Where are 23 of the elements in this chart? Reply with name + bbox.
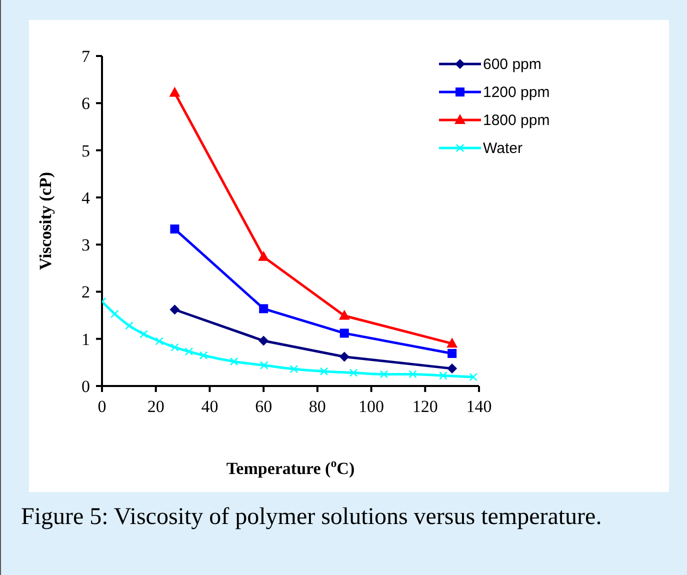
legend-label: 600 ppm bbox=[483, 56, 542, 72]
legend-label: 1200 ppm bbox=[483, 84, 550, 100]
x-tick-label: 120 bbox=[412, 397, 438, 416]
y-axis-title: Viscosity (cP) bbox=[36, 172, 55, 270]
legend-label: Water bbox=[483, 140, 522, 156]
x-tick-label: 60 bbox=[255, 397, 272, 416]
x-tick-label: 140 bbox=[466, 397, 492, 416]
y-tick-label: 0 bbox=[82, 377, 90, 396]
x-tick-label: 80 bbox=[308, 397, 326, 416]
x-tick-label: 20 bbox=[147, 397, 164, 416]
x-tick-label: 100 bbox=[358, 397, 384, 416]
x-tick-label: 40 bbox=[201, 397, 218, 416]
legend-label: 1800 ppm bbox=[483, 112, 550, 128]
x-axis-title: Temperature ($^{o}$C) bbox=[226, 456, 355, 478]
y-tick-label: 2 bbox=[82, 282, 90, 302]
y-tick-label: 1 bbox=[82, 330, 90, 349]
y-tick-label: 4 bbox=[82, 188, 90, 208]
caption: Figure 5: Viscosity of polymer solutions versus temperature. bbox=[21, 503, 603, 532]
x-tick-label: 0 bbox=[98, 397, 106, 416]
y-tick-label: 3 bbox=[82, 236, 90, 255]
y-tick-label: 6 bbox=[82, 94, 90, 114]
y-tick-label: 7 bbox=[82, 47, 90, 66]
y-tick-label: 5 bbox=[82, 141, 90, 160]
